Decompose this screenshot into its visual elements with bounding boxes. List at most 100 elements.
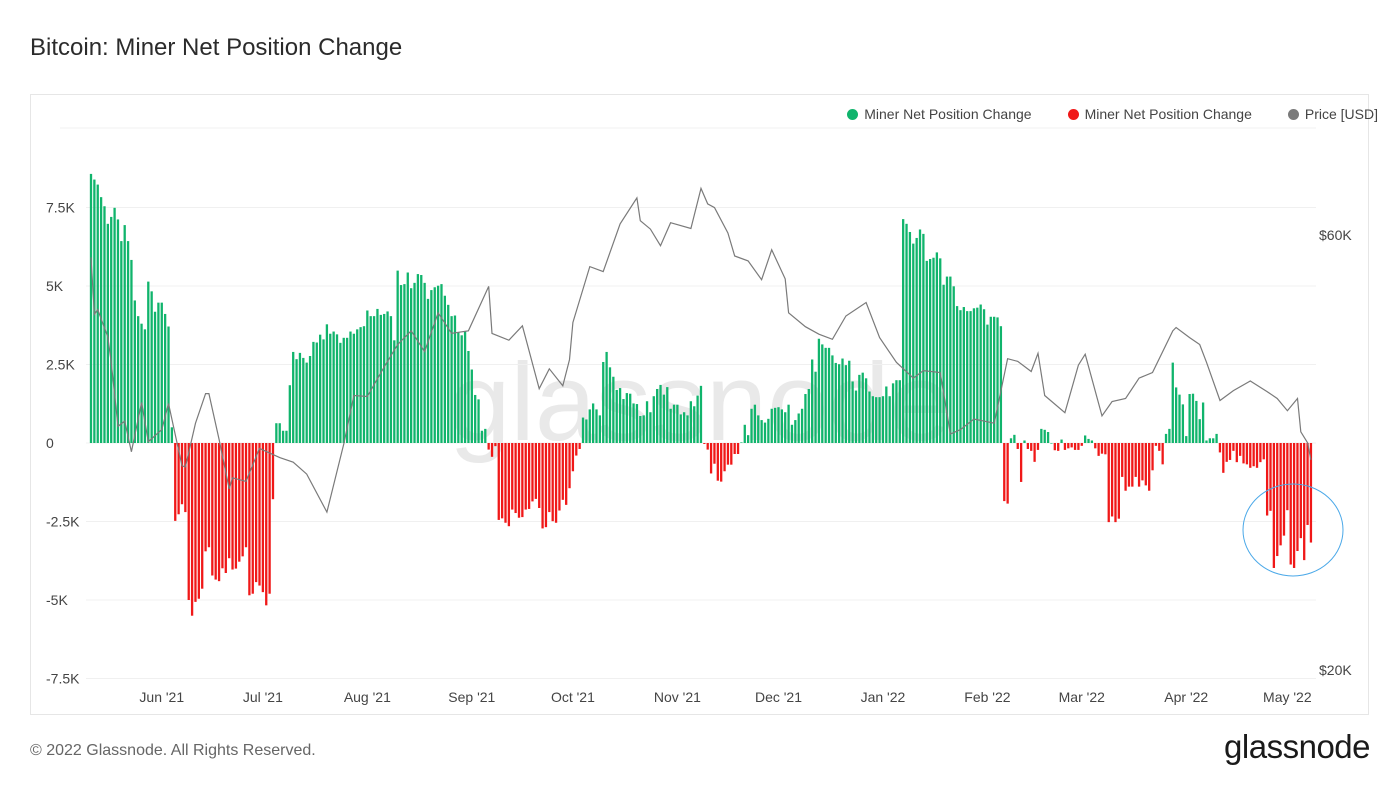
bar-positive xyxy=(588,409,591,443)
bar-negative xyxy=(497,443,500,520)
legend-item-positive[interactable]: Miner Net Position Change xyxy=(847,106,1032,122)
bar-positive xyxy=(608,367,612,443)
bar-positive xyxy=(302,357,305,443)
bar-negative xyxy=(197,443,200,599)
bar-negative xyxy=(521,443,524,518)
bar-positive xyxy=(753,404,757,443)
bar-positive xyxy=(955,306,959,443)
bar-negative xyxy=(716,443,719,481)
bar-negative xyxy=(1131,443,1134,487)
bar-negative xyxy=(174,443,177,521)
x-tick-label: Aug '21 xyxy=(344,689,391,705)
bar-positive xyxy=(959,310,962,443)
bar-negative xyxy=(1114,443,1117,523)
bar-negative xyxy=(514,443,517,514)
bar-positive xyxy=(615,389,618,443)
bar-positive xyxy=(932,257,935,443)
bar-negative xyxy=(265,443,268,606)
bar-positive xyxy=(969,311,972,443)
bar-negative xyxy=(487,443,490,450)
bar-positive xyxy=(457,332,460,443)
bar-positive xyxy=(433,287,436,443)
x-tick-label: Nov '21 xyxy=(654,689,701,705)
bar-positive xyxy=(450,316,453,443)
bar-negative xyxy=(1235,443,1238,463)
bar-negative xyxy=(1151,443,1154,471)
bar-positive xyxy=(467,350,470,443)
bar-negative xyxy=(558,443,561,511)
bar-positive xyxy=(1060,439,1063,443)
y-tick-label: 2.5K xyxy=(46,357,75,373)
bar-positive xyxy=(133,300,136,443)
bar-negative xyxy=(1252,443,1255,467)
bar-negative xyxy=(1030,443,1033,451)
bar-negative xyxy=(1094,443,1097,449)
legend: Miner Net Position Change Miner Net Posi… xyxy=(847,106,1378,122)
bar-positive xyxy=(1215,433,1218,443)
bar-negative xyxy=(1003,443,1006,502)
bar-positive xyxy=(871,396,874,443)
bar-negative xyxy=(261,443,265,593)
bar-positive xyxy=(150,291,153,443)
bar-positive xyxy=(376,308,379,443)
bar-positive xyxy=(595,409,598,443)
bar-positive xyxy=(423,282,426,443)
bar-positive xyxy=(979,304,982,443)
bar-positive xyxy=(359,327,362,443)
bar-negative xyxy=(578,443,581,449)
bar-positive xyxy=(389,316,393,443)
x-tick-label: Apr '22 xyxy=(1164,689,1208,705)
y-tick-label: 5K xyxy=(46,278,64,294)
bar-negative xyxy=(548,443,551,513)
bar-negative xyxy=(1292,443,1296,568)
bar-positive xyxy=(935,252,939,443)
bar-positive xyxy=(676,404,679,443)
bar-positive xyxy=(962,307,965,443)
legend-item-price[interactable]: Price [USD] xyxy=(1287,106,1378,122)
bar-positive xyxy=(848,360,851,443)
bar-negative xyxy=(194,443,197,602)
bar-negative xyxy=(571,443,575,472)
legend-item-negative[interactable]: Miner Net Position Change xyxy=(1067,106,1252,122)
bar-positive xyxy=(453,315,457,443)
bar-positive xyxy=(827,347,831,443)
bar-positive xyxy=(430,290,433,443)
bar-positive xyxy=(120,241,123,443)
bar-positive xyxy=(891,383,895,443)
bar-positive xyxy=(854,390,858,443)
bar-positive xyxy=(167,326,170,443)
bar-negative xyxy=(706,443,709,450)
bar-positive xyxy=(426,298,430,443)
bar-negative xyxy=(1289,443,1292,565)
annotation-circle xyxy=(1242,483,1344,577)
x-tick-label: Jan '22 xyxy=(861,689,906,705)
bar-negative xyxy=(180,443,184,505)
bar-negative xyxy=(187,443,190,600)
bar-positive xyxy=(763,422,767,443)
price-line xyxy=(90,186,1312,514)
bar-positive xyxy=(103,206,106,443)
copyright: © 2022 Glassnode. All Rights Reserved. xyxy=(30,742,316,759)
bar-positive xyxy=(342,337,345,443)
bar-positive xyxy=(750,408,753,443)
bar-negative xyxy=(1161,443,1164,465)
bar-positive xyxy=(160,302,163,443)
bar-positive xyxy=(106,223,109,443)
bar-positive xyxy=(447,304,450,443)
bar-positive xyxy=(477,399,480,443)
bar-negative xyxy=(1026,443,1030,449)
bar-positive xyxy=(777,407,780,443)
bar-positive xyxy=(993,316,996,443)
bar-positive xyxy=(794,420,797,443)
bar-positive xyxy=(352,333,356,443)
bar-positive xyxy=(1009,438,1013,443)
bar-positive xyxy=(844,365,848,443)
bar-positive xyxy=(581,417,585,443)
bar-negative xyxy=(1124,443,1127,491)
bar-negative xyxy=(527,443,531,509)
bar-positive xyxy=(831,355,834,443)
bar-positive xyxy=(649,412,652,443)
bar-positive xyxy=(861,372,864,443)
bar-positive xyxy=(480,430,484,443)
bar-positive xyxy=(632,403,635,443)
